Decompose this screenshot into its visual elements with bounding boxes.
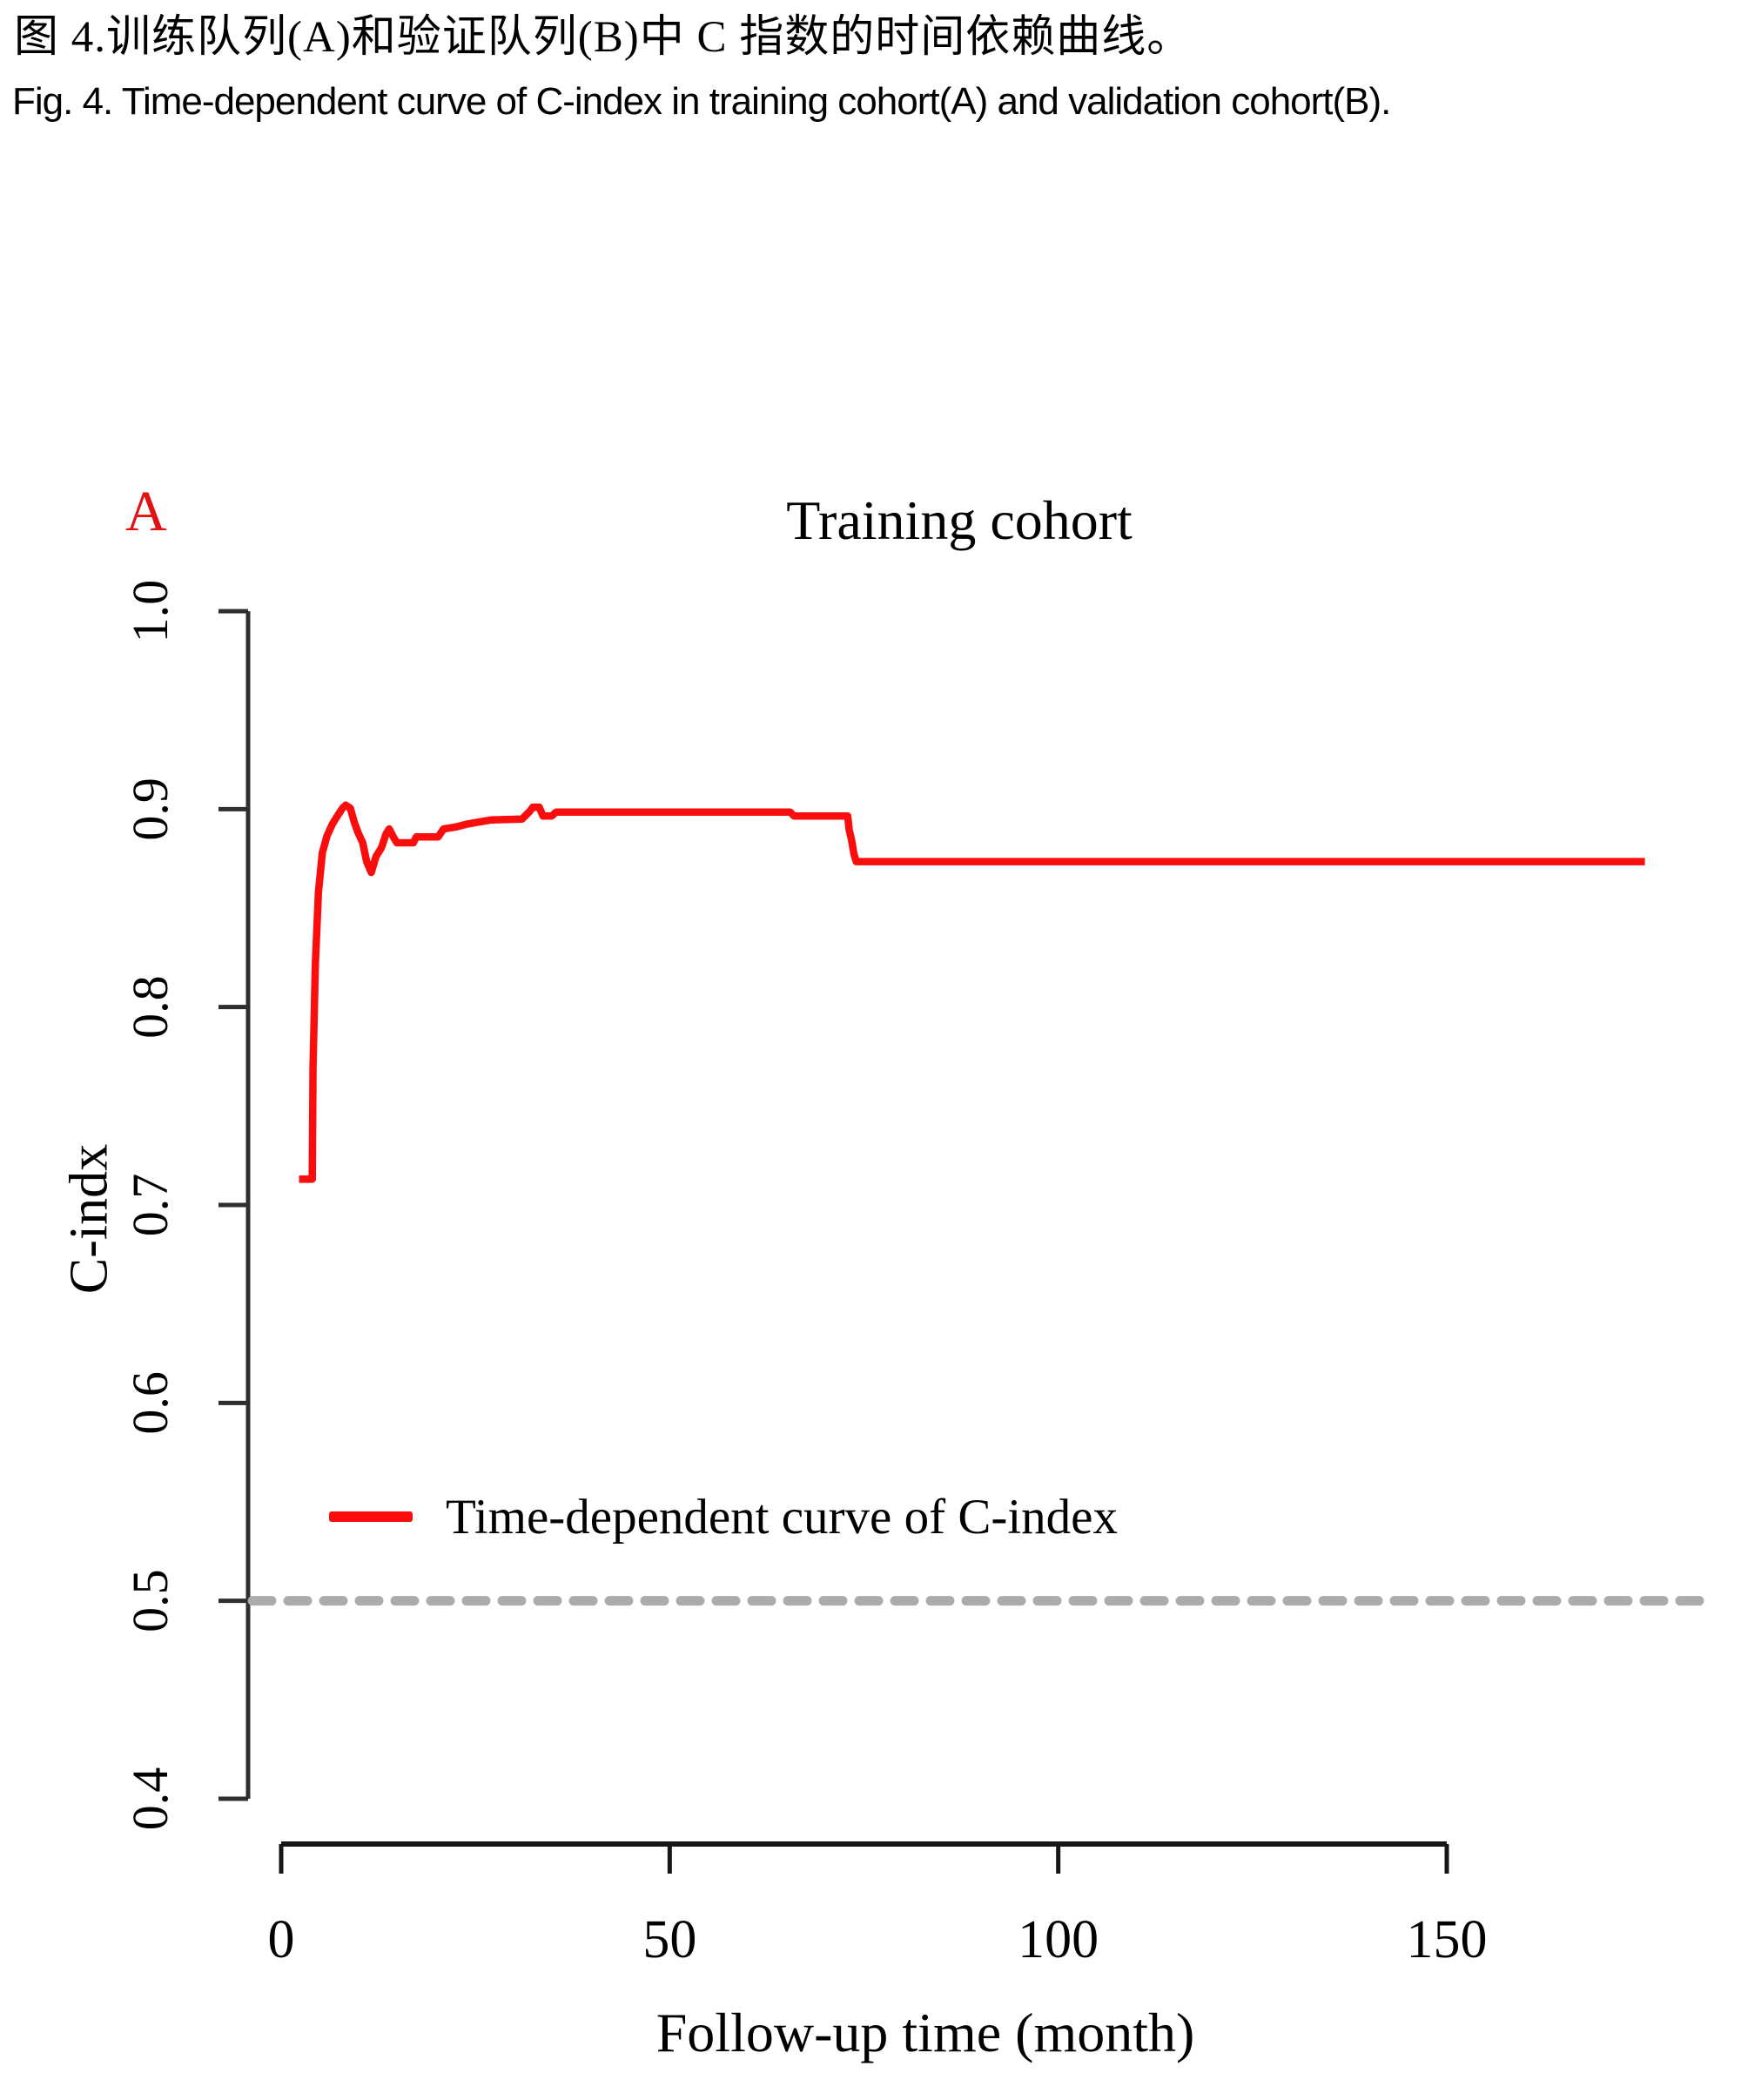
x-tick-label: 100: [1018, 1910, 1099, 1969]
y-tick-label: 1.0: [122, 580, 178, 643]
caption-chinese: 图 4.训练队列(A)和验证队列(B)中 C 指数的时间依赖曲线。: [14, 13, 1193, 62]
panel-label-a: A: [125, 480, 167, 543]
y-tick-label: 0.8: [122, 975, 178, 1039]
x-tick-label: 150: [1407, 1910, 1488, 1969]
c-index-curve: [299, 801, 1645, 1183]
legend-label: Time-dependent curve of C-index: [446, 1489, 1118, 1545]
legend: Time-dependent curve of C-index: [329, 1489, 1118, 1545]
y-tick-label: 0.5: [122, 1569, 178, 1632]
x-tick-label: 0: [268, 1910, 295, 1969]
y-tick-label: 0.9: [122, 777, 178, 841]
y-tick-label: 0.4: [122, 1767, 178, 1831]
y-tick-label: 0.6: [122, 1371, 178, 1435]
x-tick-label: 50: [642, 1910, 696, 1969]
caption-english: Fig. 4. Time-dependent curve of C-index …: [12, 80, 1391, 123]
y-tick-label: 0.7: [122, 1174, 178, 1237]
chart-title: Training cohort: [786, 489, 1133, 551]
x-axis-label: Follow-up time (month): [655, 2002, 1195, 2063]
legend-line-swatch: [329, 1511, 413, 1522]
